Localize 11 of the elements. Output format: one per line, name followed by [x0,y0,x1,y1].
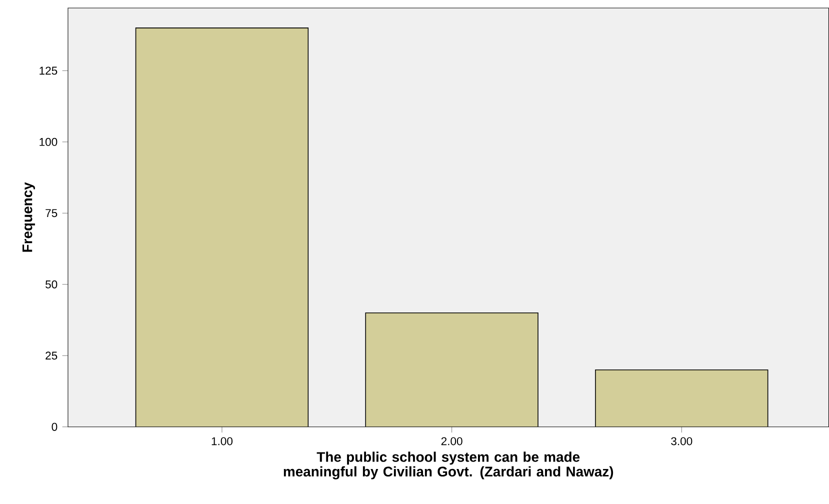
y-axis-title: Frequency [22,182,35,252]
y-tick-label: 125 [40,66,58,75]
y-tick-label: 25 [46,352,58,360]
y-tick-label: 0 [52,422,58,431]
x-tick-label: 1.00 [212,437,233,446]
y-tick-label: 75 [46,209,58,218]
y-tick-label: 50 [46,280,58,288]
x-axis-title: The public school system can be made meaningful by Civilian Govt. (Zardari and Nawaz) [284,452,614,480]
x-tick-label: 3.00 [671,437,692,446]
x-tick-label: 2.00 [441,437,462,446]
y-tick-label: 100 [40,138,58,146]
